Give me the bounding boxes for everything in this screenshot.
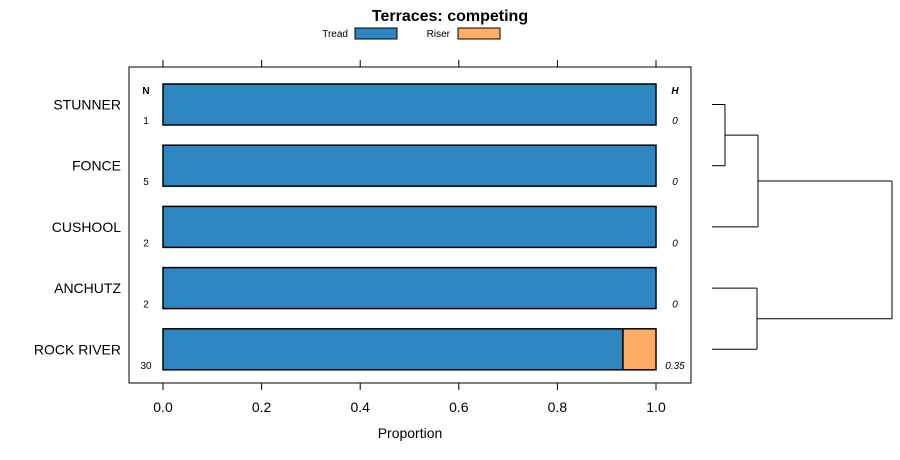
bar-3-tread xyxy=(162,266,657,310)
h-value-0: 0 xyxy=(672,116,678,127)
category-label-2: CUSHOOL xyxy=(52,219,121,235)
n-column: N 1 5 2 2 30 xyxy=(140,86,152,372)
bar-4-riser xyxy=(622,328,657,371)
category-label-3: ANCHUTZ xyxy=(54,280,121,296)
bar-1-tread xyxy=(162,144,657,187)
x-tick-label-5: 1.0 xyxy=(646,399,666,415)
x-tick-label-0: 0.0 xyxy=(153,399,173,415)
n-value-0: 1 xyxy=(143,116,149,127)
x-tick-label-2: 0.4 xyxy=(350,399,370,415)
legend-swatch-0 xyxy=(354,27,398,40)
n-value-1: 5 xyxy=(143,177,149,188)
n-value-3: 2 xyxy=(143,300,149,311)
x-axis-label: Proportion xyxy=(378,425,443,441)
legend-label-0: Tread xyxy=(322,29,348,40)
category-labels: STUNNER FONCE CUSHOOL ANCHUTZ ROCK RIVER xyxy=(34,97,122,358)
n-value-4: 30 xyxy=(140,361,152,372)
h-value-1: 0 xyxy=(672,177,678,188)
bars xyxy=(162,83,657,371)
bar-4-tread xyxy=(162,328,624,371)
dendrogram xyxy=(712,104,893,350)
h-value-2: 0 xyxy=(672,238,678,249)
h-value-4: 0.35 xyxy=(665,361,685,372)
h-value-3: 0 xyxy=(672,300,678,311)
chart-title: Terraces: competing xyxy=(372,8,528,25)
bar-2-tread xyxy=(162,205,657,249)
x-axis: 0.0 0.2 0.4 0.6 0.8 1.0 xyxy=(153,383,666,415)
category-label-4: ROCK RIVER xyxy=(34,341,121,357)
h-header: H xyxy=(671,86,679,97)
x-tick-label-4: 0.8 xyxy=(548,399,568,415)
legend-label-1: Riser xyxy=(427,29,451,40)
bar-0-tread xyxy=(162,83,657,126)
n-header: N xyxy=(142,86,149,97)
category-label-0: STUNNER xyxy=(53,97,121,113)
top-axis-ticks xyxy=(162,60,657,67)
h-column: H 0 0 0 0 0.35 xyxy=(665,86,685,372)
category-label-1: FONCE xyxy=(72,158,121,174)
n-value-2: 2 xyxy=(143,238,149,249)
x-tick-label-3: 0.6 xyxy=(449,399,469,415)
legend: Tread Riser xyxy=(322,27,501,40)
plot-frame xyxy=(128,66,692,384)
legend-swatch-1 xyxy=(457,27,501,40)
x-tick-label-1: 0.2 xyxy=(252,399,272,415)
